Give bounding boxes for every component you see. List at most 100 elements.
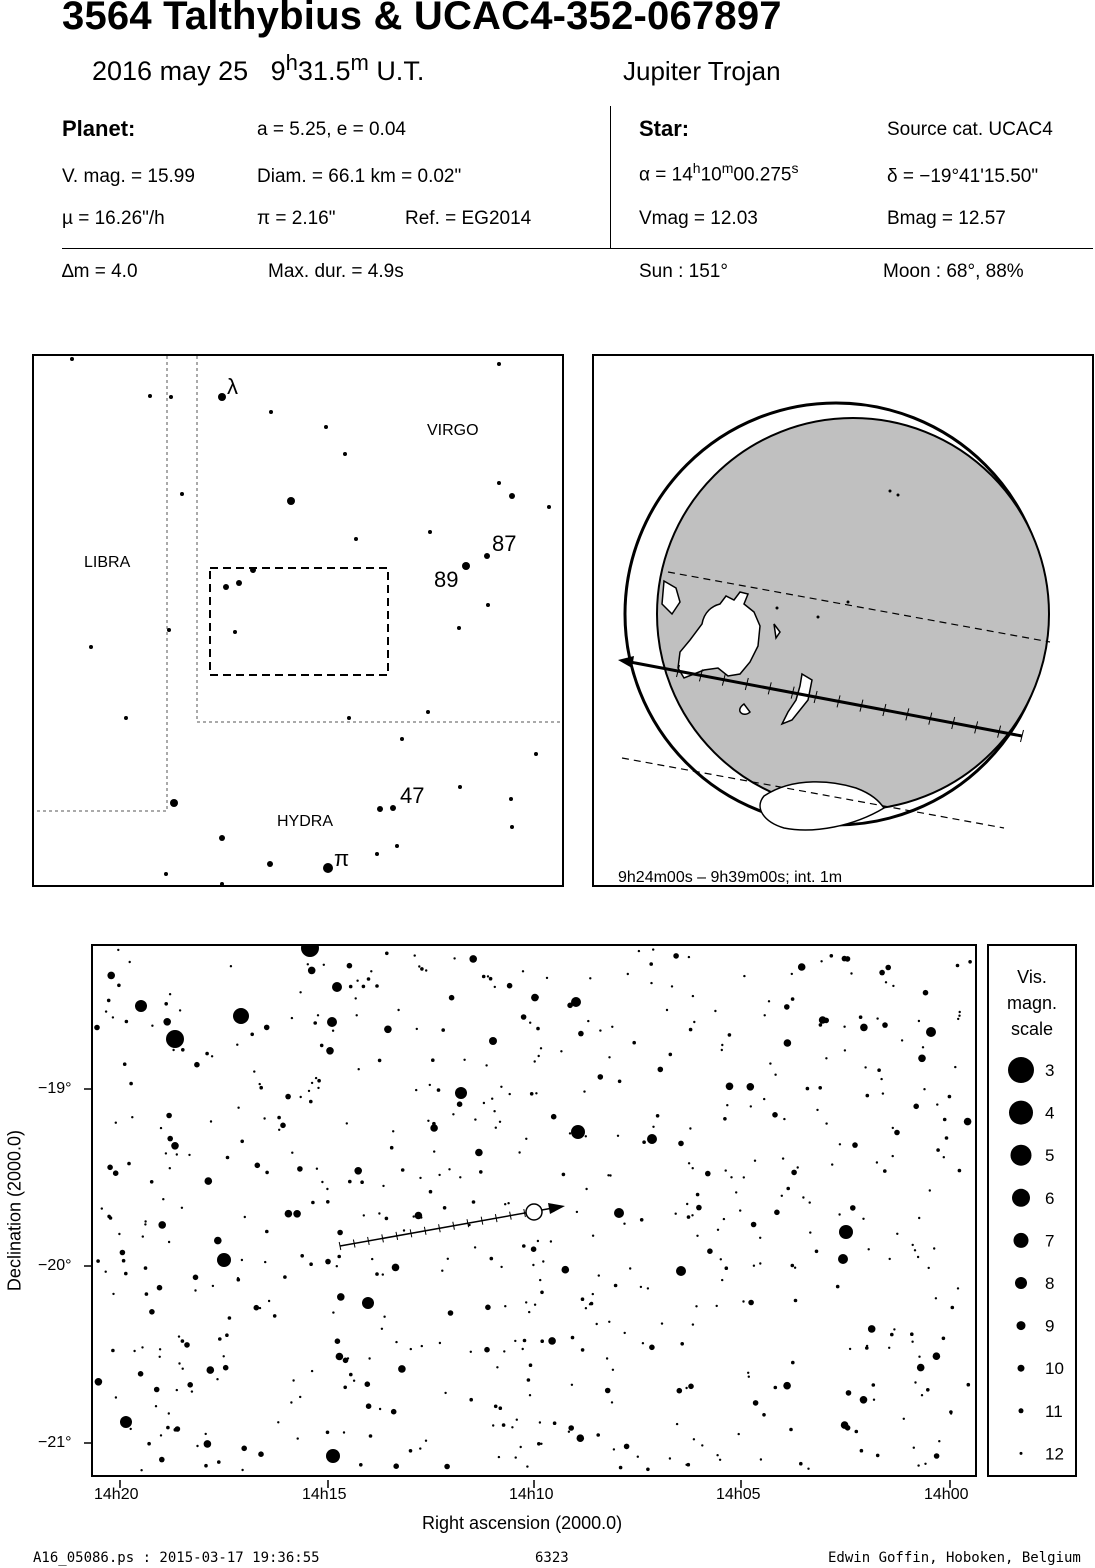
field-star — [521, 970, 525, 973]
field-star — [441, 1028, 446, 1032]
field-star — [250, 1032, 254, 1037]
field-star — [343, 1385, 347, 1390]
field-star — [352, 1379, 356, 1382]
finder-star — [390, 805, 396, 811]
legend-dot-mag-9 — [1016, 1321, 1026, 1331]
field-star — [691, 1167, 694, 1170]
field-star — [858, 1015, 863, 1019]
field-star — [144, 1292, 149, 1296]
field-star — [96, 1259, 100, 1263]
field-star — [865, 1093, 870, 1098]
finder-star — [170, 799, 178, 807]
field-star — [871, 1383, 876, 1387]
field-star — [263, 1024, 270, 1031]
finder-star — [89, 645, 93, 649]
field-star — [910, 1332, 914, 1336]
field-star — [371, 1257, 374, 1261]
field-star — [843, 1049, 847, 1052]
field-star — [774, 1073, 777, 1076]
legend-dot-mag-5 — [1010, 1144, 1032, 1166]
field-star — [680, 1342, 684, 1346]
field-star — [317, 1078, 321, 1083]
field-star — [325, 1258, 331, 1265]
field-star — [144, 1223, 147, 1226]
finder-star — [287, 497, 295, 505]
field-star — [384, 1216, 389, 1221]
field-star — [206, 1366, 215, 1374]
field-star — [522, 1244, 526, 1248]
field-star — [701, 1444, 704, 1447]
field-star — [181, 1048, 185, 1052]
field-star — [342, 1357, 349, 1364]
field-star — [660, 1322, 664, 1325]
field-star — [539, 1047, 543, 1050]
field-star — [389, 1145, 394, 1150]
field-star — [957, 1168, 962, 1173]
bright-star — [120, 1416, 132, 1428]
page-title: 3564 Talthybius & UCAC4-352-067897 — [62, 0, 782, 38]
field-star — [227, 1316, 232, 1320]
field-star — [646, 1287, 650, 1290]
field-star — [537, 1054, 540, 1058]
field-star — [104, 1270, 107, 1273]
field-star — [616, 1134, 620, 1137]
field-star — [438, 1341, 442, 1345]
field-star — [124, 1019, 129, 1024]
event-datetime: 2016 may 25 9h31.5m U.T. — [92, 50, 425, 86]
planet-heading: Planet: — [62, 116, 136, 141]
field-star — [916, 1363, 925, 1372]
star-declination: δ = −19°41'15.50" — [887, 166, 1039, 187]
constellation-label-hydra: HYDRA — [277, 813, 333, 830]
finder-star — [347, 716, 351, 720]
field-star — [536, 1026, 540, 1031]
asteroid-path-tick — [338, 1241, 342, 1251]
bright-star — [362, 1297, 374, 1309]
field-star — [686, 1202, 689, 1206]
field-star — [793, 1266, 797, 1269]
bright-star — [301, 939, 319, 957]
field-star — [383, 1315, 386, 1318]
field-star — [299, 1095, 302, 1099]
field-star — [862, 1217, 865, 1220]
planet-diameter: Diam. = 66.1 km = 0.02" — [257, 166, 462, 187]
field-star — [254, 1162, 261, 1169]
star-label-87: 87 — [492, 531, 516, 556]
field-star — [797, 963, 806, 971]
finder-star — [400, 737, 404, 741]
field-star — [721, 1043, 724, 1047]
field-star — [482, 1101, 486, 1105]
central-line-tick — [676, 664, 680, 678]
field-star — [433, 1150, 436, 1153]
field-star — [368, 1434, 373, 1438]
globe-panel: 9h24m00s – 9h39m00s; int. 1m — [592, 354, 1094, 887]
field-star — [843, 1025, 846, 1028]
field-star — [693, 1020, 696, 1024]
field-star — [913, 1249, 917, 1252]
field-star — [117, 983, 121, 988]
field-star — [560, 1050, 563, 1053]
field-star — [891, 1126, 894, 1130]
field-star — [503, 1350, 506, 1353]
field-star — [368, 1357, 371, 1360]
field-star — [397, 1008, 400, 1012]
field-star — [674, 1212, 677, 1215]
asteroid-path-tick — [466, 1219, 470, 1228]
field-star — [783, 1117, 786, 1121]
field-star — [791, 1360, 795, 1365]
field-star — [100, 1207, 103, 1210]
legend-label-mag-8: 8 — [1045, 1274, 1054, 1293]
field-star — [759, 1458, 763, 1461]
finder-star — [169, 395, 173, 399]
field-star — [636, 1455, 639, 1458]
field-star — [597, 1274, 600, 1277]
field-star — [522, 1338, 527, 1343]
field-star — [668, 1457, 672, 1460]
finder-star — [462, 562, 470, 570]
x-tick-label-1405: 14h05 — [716, 1486, 761, 1503]
field-star — [181, 1367, 184, 1370]
legend-label-mag-4: 4 — [1045, 1104, 1054, 1123]
field-star — [535, 1092, 538, 1095]
central-line-arrowhead — [618, 656, 634, 668]
field-star — [947, 1094, 952, 1099]
field-star — [489, 1256, 494, 1261]
